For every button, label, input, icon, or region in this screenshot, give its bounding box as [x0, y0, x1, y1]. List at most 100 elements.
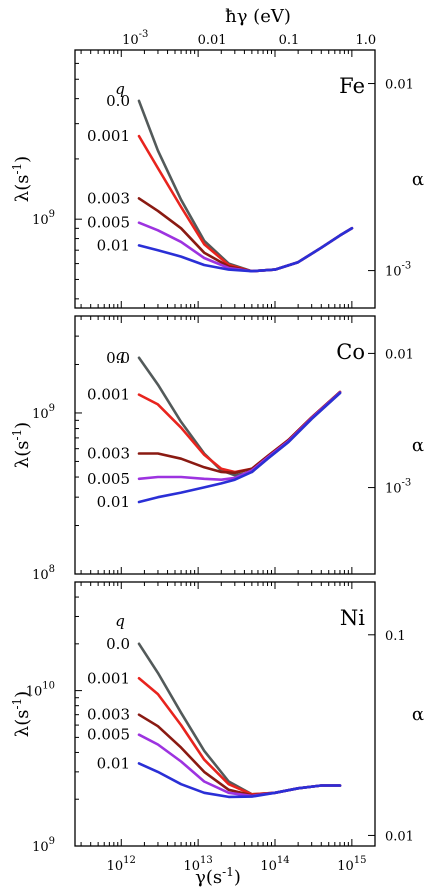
- right-axis-label: α: [412, 704, 424, 725]
- series-label: 0.005: [87, 214, 130, 232]
- top-axis-ticks: 10-3 0.01 0.1 1.0: [122, 29, 376, 48]
- y-tick-label-exp: 10: [42, 681, 55, 692]
- y-axis-label-base: λ(s: [12, 175, 33, 203]
- x-tick-label-base: 10: [107, 859, 124, 874]
- series-label: 0.001: [87, 127, 130, 145]
- series-label: 0.001: [87, 669, 130, 687]
- x-tick-label: 1012: [107, 855, 136, 874]
- series-label: 0.003: [87, 706, 130, 724]
- x-tick-label-base: 10: [337, 859, 354, 874]
- x-tick-label-exp: 12: [123, 855, 136, 866]
- series-label: 0.005: [87, 726, 130, 744]
- q-symbol: q: [115, 80, 125, 98]
- y-axis-label-exp: -1: [10, 698, 24, 710]
- y-tick-label-base: 10: [32, 407, 49, 422]
- x-tick-label-base: 10: [183, 859, 200, 874]
- series-line-q-0-003: [137, 713, 342, 797]
- material-label: Fe: [339, 74, 365, 98]
- y-axis-label: λ(s-1): [10, 691, 33, 737]
- series-label: 0.003: [87, 189, 130, 207]
- series-line-q-0-003: [137, 197, 354, 273]
- top-tick-label-base: 0.01: [198, 33, 227, 48]
- series-label: 0.0: [106, 349, 130, 367]
- top-axis-label-text: ħγ (eV): [225, 6, 291, 27]
- y-tick-label-exp: 9: [49, 209, 55, 220]
- series-line-q-0-01: [137, 391, 342, 504]
- y-tick-label-base: 10: [32, 840, 49, 855]
- right-tick-label-base: 0.01: [385, 829, 414, 844]
- y-axis-label-tail: ): [12, 691, 33, 698]
- series-line-q-0-001: [137, 134, 354, 273]
- y-axis-label-tail: ): [12, 156, 33, 163]
- y-tick-label: 109: [32, 209, 55, 228]
- panel-co: 10910810-30.01Coqλ(s-1)α0.00.0010.0030.0…: [10, 315, 424, 583]
- y-tick-label-base: 10: [26, 685, 43, 700]
- top-tick-label: 0.01: [198, 33, 227, 48]
- y-axis-label-tail: ): [12, 422, 33, 429]
- series-line-q-0-0: [137, 642, 342, 796]
- top-tick-label: 10-3: [122, 29, 148, 48]
- right-tick-label-base: 0.01: [385, 347, 414, 362]
- x-tick-label-exp: 14: [277, 855, 290, 866]
- material-label: Ni: [340, 606, 365, 630]
- right-tick-label-base: 10: [385, 482, 402, 497]
- series-line-q-0-01: [137, 227, 354, 273]
- y-tick-label-exp: 9: [49, 403, 55, 414]
- series-label: 0.01: [97, 236, 130, 254]
- right-axis-label: α: [412, 435, 424, 456]
- material-label: Co: [336, 340, 365, 364]
- series-label: 0.003: [87, 445, 130, 463]
- right-tick-label-exp: -3: [402, 478, 412, 489]
- x-tick-label: 1015: [337, 855, 366, 874]
- top-tick-label-base: 10: [122, 33, 139, 48]
- right-tick-label-base: 0.1: [385, 629, 406, 644]
- plot-frame: [74, 49, 376, 309]
- plot-frame: [74, 315, 376, 575]
- x-tick-label: 1013: [183, 855, 212, 874]
- y-tick-label: 108: [32, 564, 55, 583]
- right-axis-label: α: [412, 169, 424, 190]
- top-tick-label: 0.1: [279, 33, 300, 48]
- y-axis-label-base: λ(s: [12, 710, 33, 738]
- y-tick-label-exp: 8: [49, 564, 55, 575]
- series-label: 0.01: [97, 493, 130, 511]
- x-axis-label-text: γ(s-1): [195, 865, 241, 888]
- right-tick-label-exp: -3: [402, 261, 412, 272]
- y-tick-label-exp: 9: [49, 836, 55, 847]
- right-tick-label-base: 10: [385, 265, 402, 280]
- panels: 10910-30.01Feqλ(s-1)α0.00.0010.0030.0050…: [10, 49, 424, 874]
- y-axis-label-exp: -1: [10, 163, 24, 175]
- top-tick-label: 1.0: [355, 33, 376, 48]
- series-line-q-0-005: [137, 391, 342, 481]
- top-axis-label: ħγ (eV): [225, 6, 291, 27]
- y-axis-label: λ(s-1): [10, 422, 33, 468]
- series-label: 0.0: [106, 635, 130, 653]
- series-line-q-0-0: [137, 99, 354, 273]
- right-tick-label: 10-3: [385, 478, 411, 497]
- series-line-q-0-01: [137, 762, 342, 799]
- y-tick-label: 109: [32, 836, 55, 855]
- y-tick-label: 109: [32, 403, 55, 422]
- y-axis-label-exp: -1: [10, 429, 24, 441]
- series-label: 0.01: [97, 754, 130, 772]
- x-tick-label-exp: 15: [354, 855, 367, 866]
- y-axis-label-base: λ(s: [12, 441, 33, 469]
- y-tick-label-base: 10: [32, 213, 49, 228]
- right-tick-label: 0.1: [385, 629, 406, 644]
- right-tick-label: 0.01: [385, 829, 414, 844]
- right-tick-label: 0.01: [385, 78, 414, 93]
- q-symbol: q: [115, 612, 125, 630]
- series-label: 0.001: [87, 386, 130, 404]
- y-tick-label-base: 10: [32, 568, 49, 583]
- x-tick-label-exp: 13: [200, 855, 213, 866]
- y-tick-label: 1010: [26, 681, 55, 700]
- top-tick-label-base: 1.0: [355, 33, 376, 48]
- y-axis-label: λ(s-1): [10, 156, 33, 202]
- top-tick-label-base: 0.1: [279, 33, 300, 48]
- x-tick-label-base: 10: [260, 859, 277, 874]
- x-tick-label: 1014: [260, 855, 289, 874]
- series-label: 0.0: [106, 92, 130, 110]
- x-axis-label: γ(s-1): [195, 865, 241, 888]
- series-line-q-0-005: [137, 221, 354, 273]
- panel-ni: 10101090.10.01Niqλ(s-1)α0.00.0010.0030.0…: [10, 581, 424, 874]
